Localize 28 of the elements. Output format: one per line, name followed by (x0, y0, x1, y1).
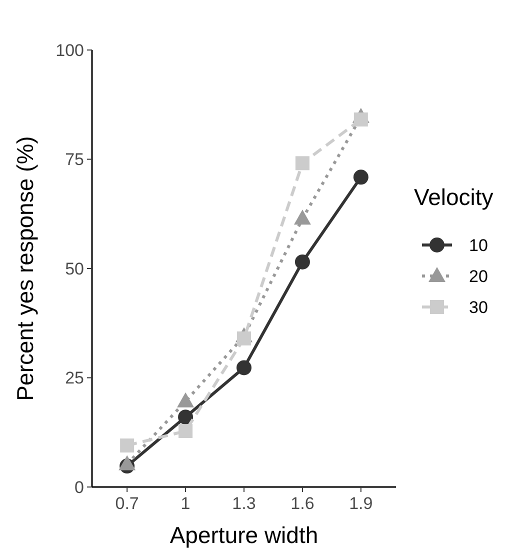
legend-label: 30 (469, 298, 488, 317)
y-tick-label: 75 (65, 150, 84, 170)
y-tick-label: 0 (74, 478, 84, 497)
y-tick-label: 100 (56, 40, 84, 60)
x-tick-label: 0.7 (115, 494, 139, 513)
point (178, 410, 194, 425)
y-axis-title: Percent yes response (%) (12, 136, 38, 401)
legend-label: 20 (469, 266, 488, 286)
point (236, 360, 252, 376)
point (177, 392, 194, 408)
y-tick-label: 25 (65, 368, 84, 388)
point (120, 438, 134, 452)
x-tick-label: 1 (180, 494, 190, 513)
y-tick-label: 50 (65, 259, 84, 278)
x-tick-label: 1.6 (290, 494, 314, 513)
point (353, 170, 368, 185)
point (354, 112, 368, 126)
point (178, 424, 193, 438)
legend-label: 10 (469, 236, 488, 255)
legend-title: Velocity (414, 184, 494, 210)
point (295, 156, 310, 170)
point (294, 210, 311, 225)
point (237, 331, 251, 346)
x-axis-title: Aperture width (170, 522, 318, 548)
point (294, 254, 310, 270)
point (118, 455, 136, 470)
x-tick-label: 1.3 (232, 494, 256, 513)
x-tick-label: 1.9 (349, 494, 373, 513)
